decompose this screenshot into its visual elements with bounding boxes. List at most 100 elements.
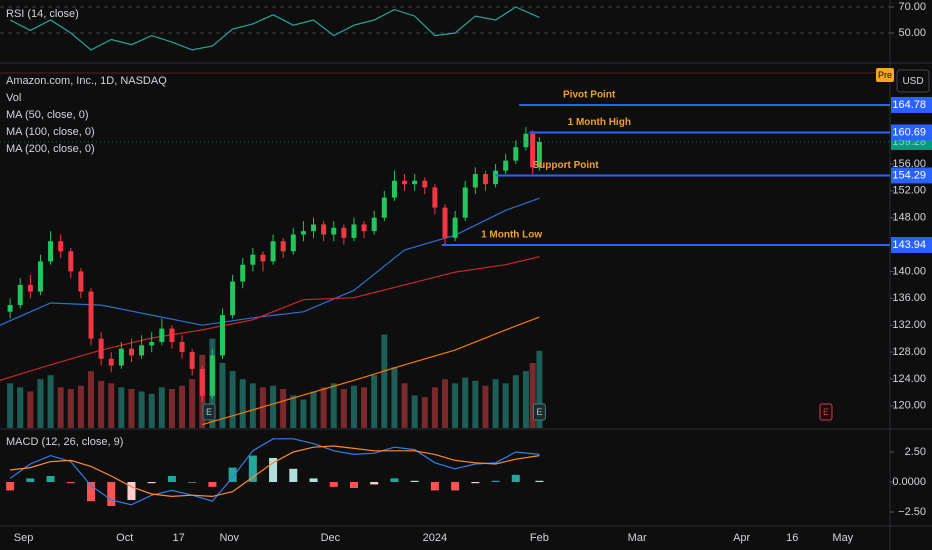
candle-body [220, 315, 225, 356]
volume-bar [310, 391, 317, 428]
y-tick-label: 136.00 [892, 292, 926, 304]
histogram-bar [147, 482, 156, 484]
candle-body [472, 174, 478, 188]
volume-bar [108, 383, 115, 428]
volume-bar [7, 383, 14, 428]
candle-body [250, 254, 256, 265]
candle-body [78, 271, 84, 292]
x-tick-label: Mar [628, 532, 647, 544]
volume-bar [529, 363, 536, 428]
candle-body [230, 281, 236, 316]
pane-title: RSI (14, close) [6, 8, 79, 20]
histogram-bar [349, 482, 358, 489]
candle-body [240, 264, 246, 282]
candle-body [48, 241, 54, 262]
volume-bar [98, 380, 105, 428]
histogram-bar [66, 482, 75, 484]
candle-body [169, 328, 175, 343]
level-name: 1 Month High [568, 117, 631, 128]
volume-bar [270, 385, 277, 428]
candle-body [452, 217, 458, 238]
candle-body [37, 261, 43, 292]
histogram-bar [107, 482, 116, 507]
ma-legend: MA (100, close, 0) [6, 126, 95, 138]
candle-body [530, 133, 536, 168]
candle-body [311, 224, 317, 232]
x-tick-label: Feb [530, 532, 549, 544]
level-price-label: 164.78 [892, 99, 926, 111]
candle-body [381, 197, 387, 218]
candle-body [108, 358, 114, 366]
moving-average [0, 256, 540, 381]
candle-body [321, 224, 327, 235]
candle-body [300, 231, 306, 235]
candle-body [139, 345, 145, 356]
macd-line [9, 438, 540, 506]
candle-body [88, 291, 94, 339]
y-tick-label: 120.00 [892, 400, 926, 412]
volume-bar [249, 383, 256, 428]
histogram-bar [208, 482, 217, 487]
y-tick-label: 152.00 [892, 185, 926, 197]
volume-bar [219, 363, 226, 428]
symbol-title: Amazon.com, Inc., 1D, NASDAQ [6, 75, 167, 87]
candle-body [361, 224, 367, 232]
histogram-bar [491, 480, 500, 483]
volume-bar [371, 375, 378, 428]
candle-body [523, 133, 529, 148]
volume-bar [118, 387, 125, 428]
volume-bar [411, 395, 418, 428]
volume-bar [67, 389, 74, 428]
histogram-bar [370, 482, 379, 485]
y-tick-label: 50.00 [898, 27, 926, 39]
volume-bar [300, 399, 307, 428]
histogram-bar [46, 475, 55, 483]
volume-legend: Vol [6, 92, 21, 104]
volume-bar [259, 387, 266, 428]
candle-body [536, 141, 542, 168]
earnings-label: E [536, 407, 542, 417]
level-price-label: 143.94 [892, 239, 926, 251]
x-tick-label: Apr [733, 532, 750, 544]
candle-body [7, 305, 13, 312]
x-tick-label: Oct [116, 532, 133, 544]
y-tick-label: 0.0000 [892, 476, 926, 488]
volume-bar [189, 379, 196, 428]
candle-body [260, 254, 266, 262]
volume-bar [330, 383, 337, 428]
histogram-bar [451, 482, 460, 491]
y-tick-label: 148.00 [892, 212, 926, 224]
candle-body [402, 180, 408, 185]
histogram-bar [269, 457, 278, 483]
histogram-bar [248, 455, 257, 483]
volume-bar [77, 385, 84, 428]
candle-body [179, 342, 185, 353]
volume-bar [421, 397, 428, 428]
histogram-bar [289, 468, 298, 483]
y-tick-label: 128.00 [892, 346, 926, 358]
volume-bar [350, 385, 357, 428]
volume-bar [179, 385, 186, 428]
volume-bar [168, 389, 175, 428]
histogram-bar [410, 480, 419, 483]
candle-body [412, 180, 418, 185]
earnings-label: E [206, 407, 212, 417]
signal-line [10, 445, 540, 498]
candle-body [199, 368, 205, 396]
y-tick-label: −2.50 [898, 506, 926, 518]
histogram-bar [167, 475, 176, 483]
x-tick-label: Dec [321, 532, 341, 544]
level-name: Pivot Point [563, 90, 616, 101]
histogram-bar [26, 478, 35, 483]
volume-bar [482, 385, 489, 428]
x-tick-label: 17 [173, 532, 185, 544]
level-name: Support Point [533, 160, 600, 171]
candle-body [149, 342, 155, 346]
x-tick-label: May [832, 532, 853, 544]
candle-body [482, 174, 488, 185]
histogram-bar [228, 467, 237, 483]
level-name: 1 Month Low [481, 230, 542, 241]
histogram-bar [430, 482, 439, 491]
volume-bar [522, 371, 529, 428]
